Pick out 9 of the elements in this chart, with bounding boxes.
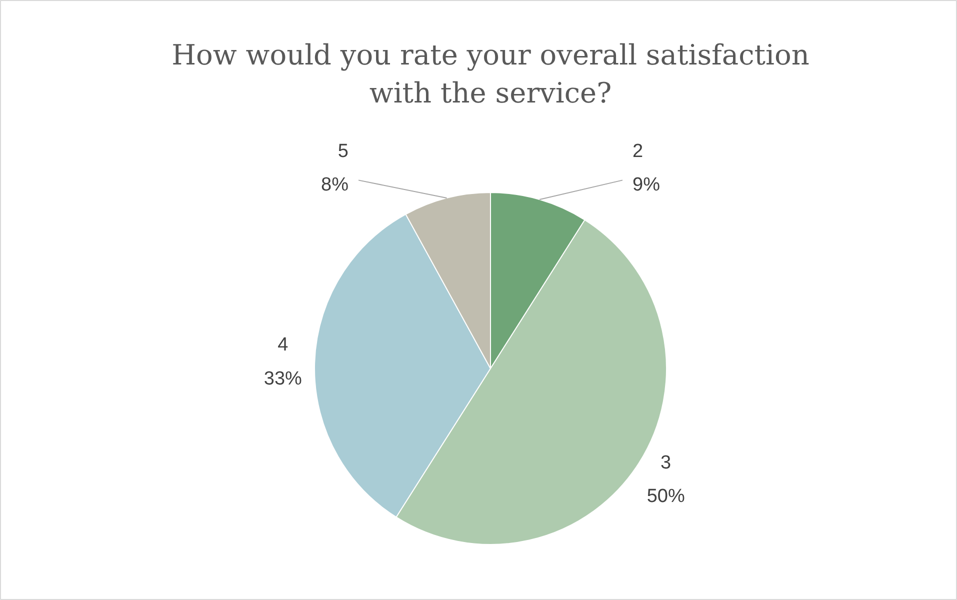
data-label: 8%	[321, 174, 349, 196]
data-label: 50%	[646, 486, 685, 508]
slice-label: 2	[632, 140, 644, 162]
data-label: 9%	[632, 174, 660, 196]
slice-label: 3	[660, 452, 672, 474]
slice-label: 5	[338, 140, 349, 162]
data-label: 33%	[264, 368, 302, 390]
chart-title: How would you rate your overall satisfaction with the service?	[172, 38, 810, 110]
slice-label: 4	[278, 334, 289, 356]
